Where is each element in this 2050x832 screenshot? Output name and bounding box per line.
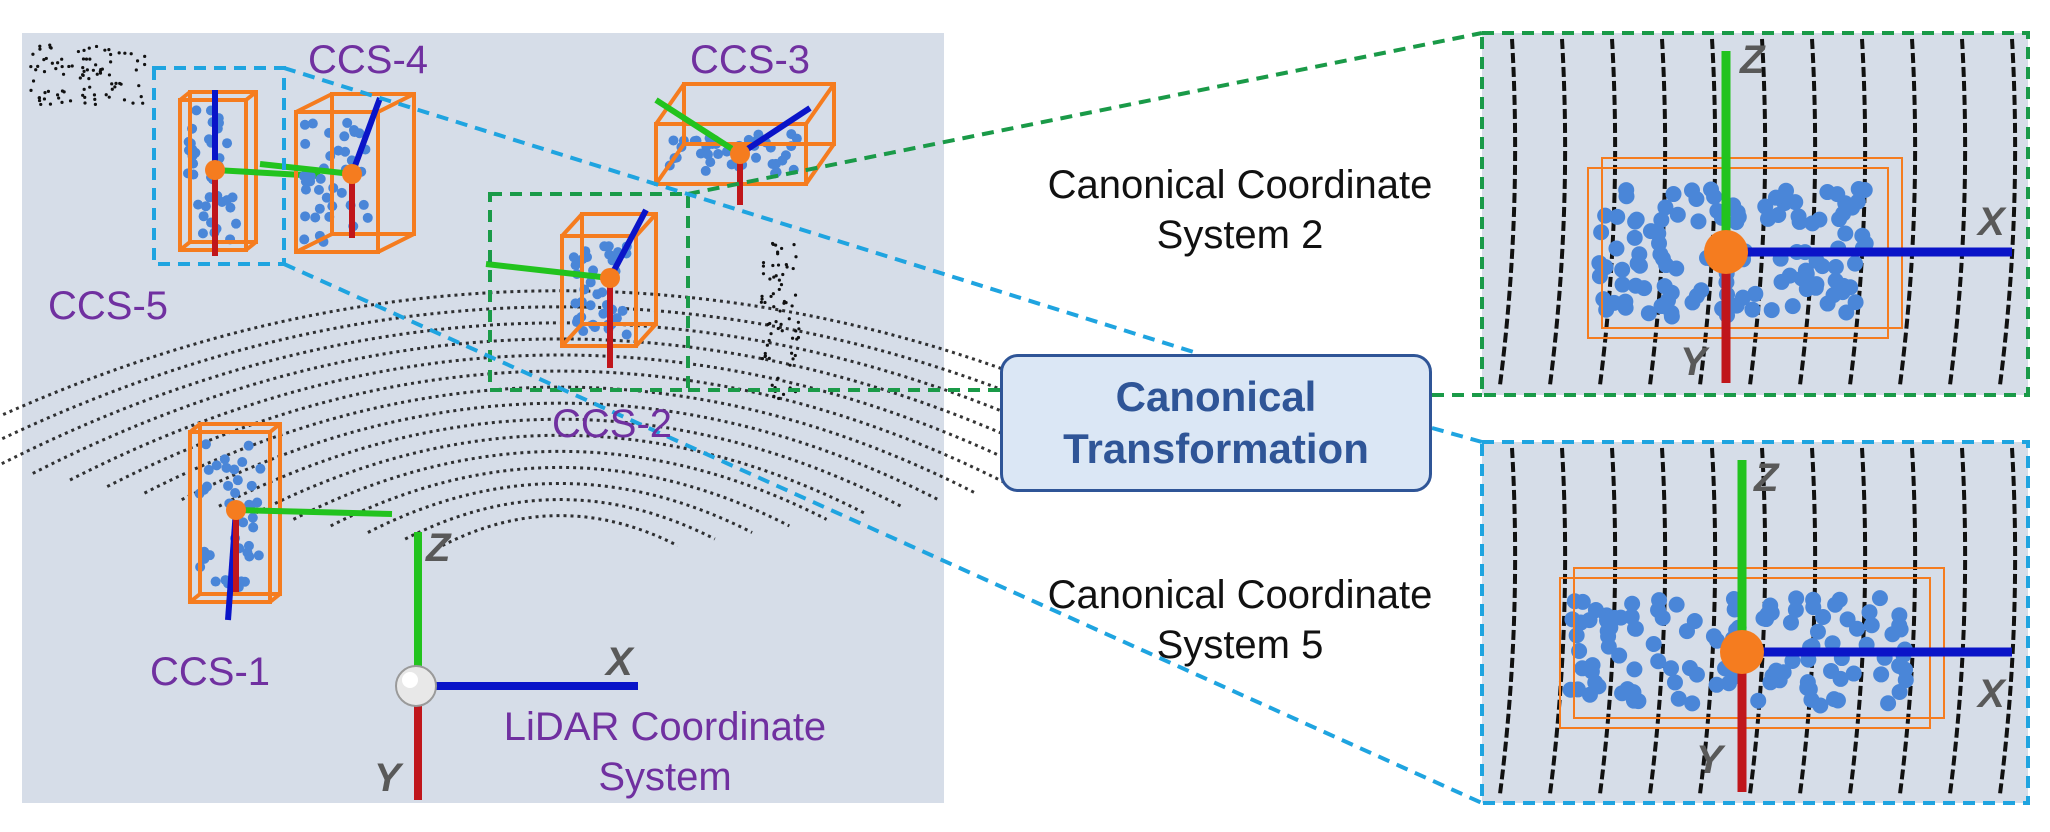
lidar-label-line1: LiDAR Coordinate	[503, 705, 827, 749]
zoom-top-axis-label-x: X	[1978, 200, 2005, 244]
zoom-panel-bottom	[1498, 447, 2018, 795]
object-box-ccs4	[259, 92, 416, 254]
caption-2-line2: System 2	[1156, 213, 1324, 257]
lidar-scene-panel	[22, 33, 944, 803]
zoom-bottom-axis-label-y: Y	[1696, 738, 1723, 782]
caption-canonical-system-2: Canonical Coordinate System 2	[1000, 160, 1480, 260]
highlight-box-ccs2	[488, 192, 690, 392]
lidar-axis-label-y: Y	[374, 756, 401, 800]
caption-5-line2: System 5	[1156, 623, 1324, 667]
canonical-transformation-box: Canonical Transformation	[1000, 354, 1432, 492]
lidar-axes	[395, 532, 638, 800]
label-ccs-1: CCS-1	[150, 650, 271, 694]
transformation-line1: Canonical	[1115, 373, 1317, 420]
scene-objects	[178, 82, 836, 621]
lidar-origin-sphere	[395, 665, 437, 707]
label-ccs-4: CCS-4	[308, 38, 429, 82]
zoom-top-axis-label-z: Z	[1740, 38, 1765, 82]
zoom-panel-bottom-frame	[1480, 440, 2030, 805]
label-ccs-5: CCS-5	[48, 284, 169, 328]
label-ccs-2: CCS-2	[552, 402, 673, 446]
connector-lines	[283, 31, 1483, 805]
caption-5-line1: Canonical Coordinate	[1047, 573, 1433, 617]
zoom-bottom-axis-label-x: X	[1978, 672, 2005, 716]
caption-canonical-system-5: Canonical Coordinate System 5	[1000, 570, 1480, 670]
lidar-axis-label-x: X	[606, 640, 633, 684]
object-box-ccs2	[485, 208, 658, 368]
caption-2-line1: Canonical Coordinate	[1047, 163, 1433, 207]
highlight-box-ccs5	[152, 66, 286, 266]
label-ccs-3: CCS-3	[690, 38, 811, 82]
lidar-label-line2: System	[598, 755, 732, 799]
zoom-panel-top-frame	[1480, 31, 2030, 397]
zoom-bottom-axis-label-z: Z	[1754, 456, 1779, 500]
transformation-line2: Transformation	[1063, 425, 1369, 472]
lidar-axis-label-z: Z	[426, 526, 451, 570]
label-lidar-coordinate-system: LiDAR Coordinate System	[470, 702, 860, 802]
zoom-panel-top	[1498, 38, 2018, 386]
zoom-top-axis-label-y: Y	[1680, 340, 1707, 384]
object-box-ccs1	[188, 422, 393, 621]
